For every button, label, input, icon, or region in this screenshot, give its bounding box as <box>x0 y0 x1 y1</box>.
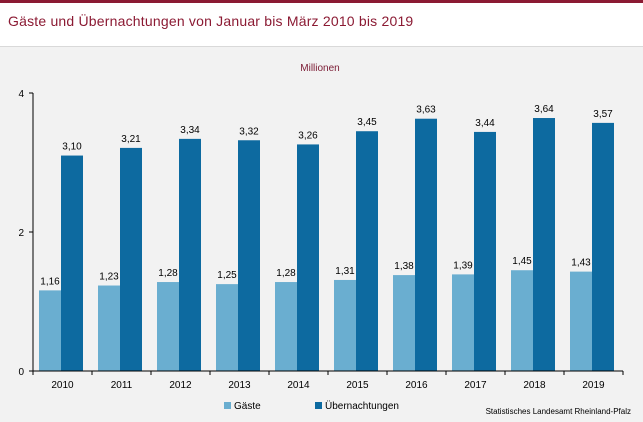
data-label-guests-2015: 1,31 <box>335 266 355 277</box>
bar-guests-2016 <box>393 275 415 371</box>
bar-guests-2011 <box>98 285 120 371</box>
data-label-guests-2013: 1,25 <box>217 270 237 281</box>
legend: Gäste Übernachtungen <box>224 400 399 412</box>
bar-nights-2012 <box>179 138 201 371</box>
bar-guests-2019 <box>570 271 592 371</box>
bar-guests-2015 <box>334 279 356 371</box>
data-label-nights-2019: 3,57 <box>593 109 613 120</box>
bar-guests-2014 <box>275 282 297 371</box>
bar-nights-2015 <box>356 131 378 371</box>
x-tick-label-2016: 2016 <box>405 380 428 391</box>
bar-nights-2019 <box>592 122 614 371</box>
data-label-nights-2018: 3,64 <box>534 104 554 115</box>
bar-guests-2018 <box>511 270 533 371</box>
data-label-nights-2016: 3,63 <box>416 105 436 116</box>
data-label-nights-2014: 3,26 <box>298 130 318 141</box>
x-tick-label-2010: 2010 <box>51 380 74 391</box>
bar-nights-2018 <box>533 118 555 372</box>
bar-nights-2010 <box>61 155 83 371</box>
chart-header: Gäste und Übernachtungen von Januar bis … <box>0 3 643 47</box>
chart-title: Gäste und Übernachtungen von Januar bis … <box>8 13 414 29</box>
legend-swatch-nights <box>315 402 322 409</box>
y-tick-label-4: 4 <box>18 89 24 100</box>
x-tick-label-2017: 2017 <box>464 380 487 391</box>
data-label-nights-2011: 3,21 <box>121 134 141 145</box>
data-label-guests-2017: 1,39 <box>453 260 473 271</box>
x-tick-label-2018: 2018 <box>523 380 546 391</box>
data-label-nights-2010: 3,10 <box>62 142 82 153</box>
bar-nights-2013 <box>238 140 260 371</box>
bar-guests-2010 <box>39 290 61 371</box>
bar-nights-2014 <box>297 144 319 371</box>
y-tick-label-2: 2 <box>18 228 24 239</box>
legend-label-nights: Übernachtungen <box>325 400 399 412</box>
data-label-nights-2012: 3,34 <box>180 125 200 136</box>
bar-guests-2012 <box>157 282 179 371</box>
data-label-guests-2014: 1,28 <box>276 268 296 279</box>
x-tick-label-2011: 2011 <box>111 380 133 391</box>
data-label-guests-2019: 1,43 <box>571 258 591 269</box>
bar-nights-2016 <box>415 118 437 371</box>
data-label-nights-2013: 3,32 <box>239 126 259 137</box>
data-label-guests-2012: 1,28 <box>158 268 178 279</box>
bar-nights-2017 <box>474 131 496 371</box>
legend-label-guests: Gäste <box>234 401 261 412</box>
x-tick-label-2015: 2015 <box>346 380 369 391</box>
top-accent-rule <box>0 0 643 3</box>
y-tick-label-0: 0 <box>18 367 24 378</box>
bars-group: 1,16 3,10 1,23 3,21 1,28 3,34 1,25 3,32 1,28 3,26… <box>39 104 614 372</box>
bar-nights-2011 <box>120 147 142 371</box>
bar-guests-2017 <box>452 274 474 371</box>
x-tick-label-2014: 2014 <box>287 380 310 391</box>
data-label-guests-2016: 1,38 <box>394 261 414 272</box>
data-label-nights-2015: 3,45 <box>357 117 377 128</box>
data-label-guests-2010: 1,16 <box>40 276 60 287</box>
x-tick-label-2012: 2012 <box>169 380 192 391</box>
y-axis-unit-label: Millionen <box>300 63 339 74</box>
legend-swatch-guests <box>224 402 231 409</box>
bar-guests-2013 <box>216 284 238 371</box>
data-label-guests-2018: 1,45 <box>512 256 532 267</box>
axes-group: 2010 2011 2012 2013 2014 2015 2016 2017 2018 2019… <box>18 89 624 391</box>
source-note: Statistisches Landesamt Rheinland-Pfalz <box>486 407 631 416</box>
x-tick-label-2019: 2019 <box>582 380 605 391</box>
x-tick-label-2013: 2013 <box>228 380 251 391</box>
data-label-nights-2017: 3,44 <box>475 118 495 129</box>
data-label-guests-2011: 1,23 <box>99 272 119 283</box>
